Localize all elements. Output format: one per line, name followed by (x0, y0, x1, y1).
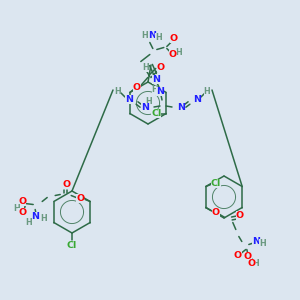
Text: N: N (141, 103, 149, 112)
Text: H: H (260, 239, 266, 248)
Text: Cl: Cl (67, 241, 77, 250)
Text: H: H (25, 218, 32, 227)
Text: H: H (13, 204, 20, 213)
Text: H: H (252, 259, 259, 268)
Text: O: O (248, 259, 256, 268)
Text: N: N (148, 31, 156, 40)
Text: O: O (133, 83, 141, 92)
Text: N: N (125, 94, 133, 103)
Text: H: H (176, 48, 182, 57)
Text: O: O (170, 34, 178, 43)
Text: N: N (193, 94, 201, 103)
Text: N: N (252, 237, 260, 246)
Text: Cl: Cl (151, 109, 161, 118)
Text: Cl: Cl (211, 179, 221, 188)
Text: N: N (156, 86, 164, 95)
Text: H: H (152, 85, 158, 94)
Text: O: O (236, 211, 244, 220)
Text: O: O (169, 50, 177, 59)
Text: O: O (212, 208, 220, 217)
Text: O: O (62, 180, 70, 189)
Text: O: O (18, 208, 26, 217)
Text: N: N (177, 103, 185, 112)
Text: N: N (152, 74, 160, 83)
Text: O: O (76, 194, 84, 203)
Text: H: H (146, 97, 152, 106)
Text: H: H (40, 214, 46, 223)
Text: H: H (115, 88, 122, 97)
Text: O: O (18, 197, 26, 206)
Text: O: O (244, 252, 252, 261)
Text: H: H (141, 31, 148, 40)
Text: H: H (142, 62, 149, 71)
Text: H: H (155, 33, 162, 42)
Text: N: N (31, 212, 39, 221)
Text: O: O (157, 63, 165, 72)
Text: H: H (204, 88, 210, 97)
Text: O: O (234, 251, 242, 260)
